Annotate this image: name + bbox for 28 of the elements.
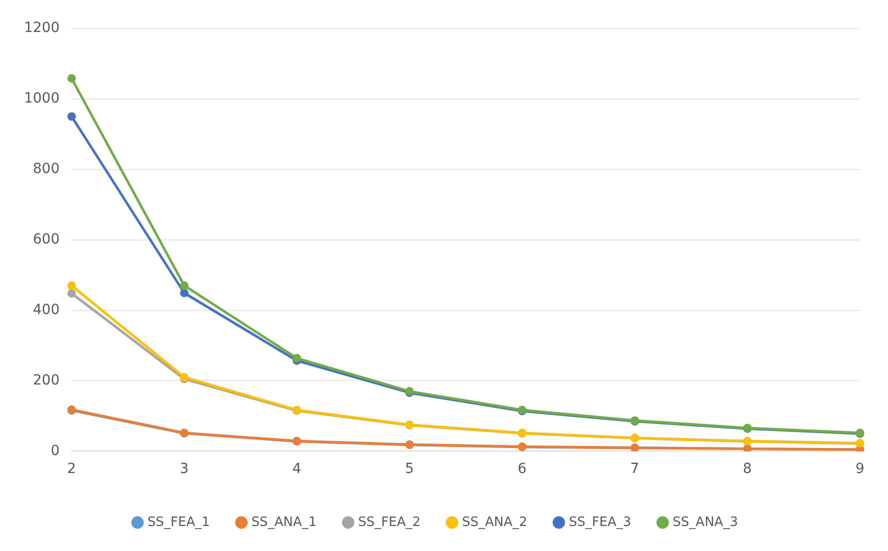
x-tick-label: 5: [405, 461, 414, 478]
legend-label: SS_FEA_3: [568, 514, 632, 530]
y-tick-label: 600: [32, 231, 60, 248]
point: [67, 74, 76, 83]
legend-label: SS_FEA_1: [148, 514, 210, 530]
point: [180, 281, 189, 290]
y-tick-label: 1000: [24, 90, 60, 107]
x-tick-label: 6: [518, 461, 527, 478]
x-tick-label: 8: [742, 461, 752, 478]
x-tick-label: 9: [856, 461, 864, 478]
legend-label: SS_FEA_2: [358, 514, 421, 530]
point: [180, 288, 189, 298]
point: [67, 112, 76, 121]
legend-label: SS_ANA_1: [251, 514, 317, 530]
legend-label: SS_ANA_2: [462, 514, 528, 530]
point: [67, 281, 76, 290]
x-tick-label: 2: [67, 461, 76, 478]
y-tick-label: 200: [32, 372, 60, 388]
y-tick-label: 400: [32, 302, 60, 318]
x-tick-label: 4: [292, 461, 302, 478]
y-tick-label: 0: [50, 442, 60, 459]
x-tick-label: 7: [630, 461, 640, 478]
point: [292, 354, 302, 362]
point: [67, 289, 76, 298]
legend-label: SS_ANA_3: [672, 514, 738, 530]
x-tick-label: 3: [180, 461, 189, 478]
y-tick-label: 1200: [24, 20, 60, 36]
y-tick-label: 800: [32, 160, 60, 177]
